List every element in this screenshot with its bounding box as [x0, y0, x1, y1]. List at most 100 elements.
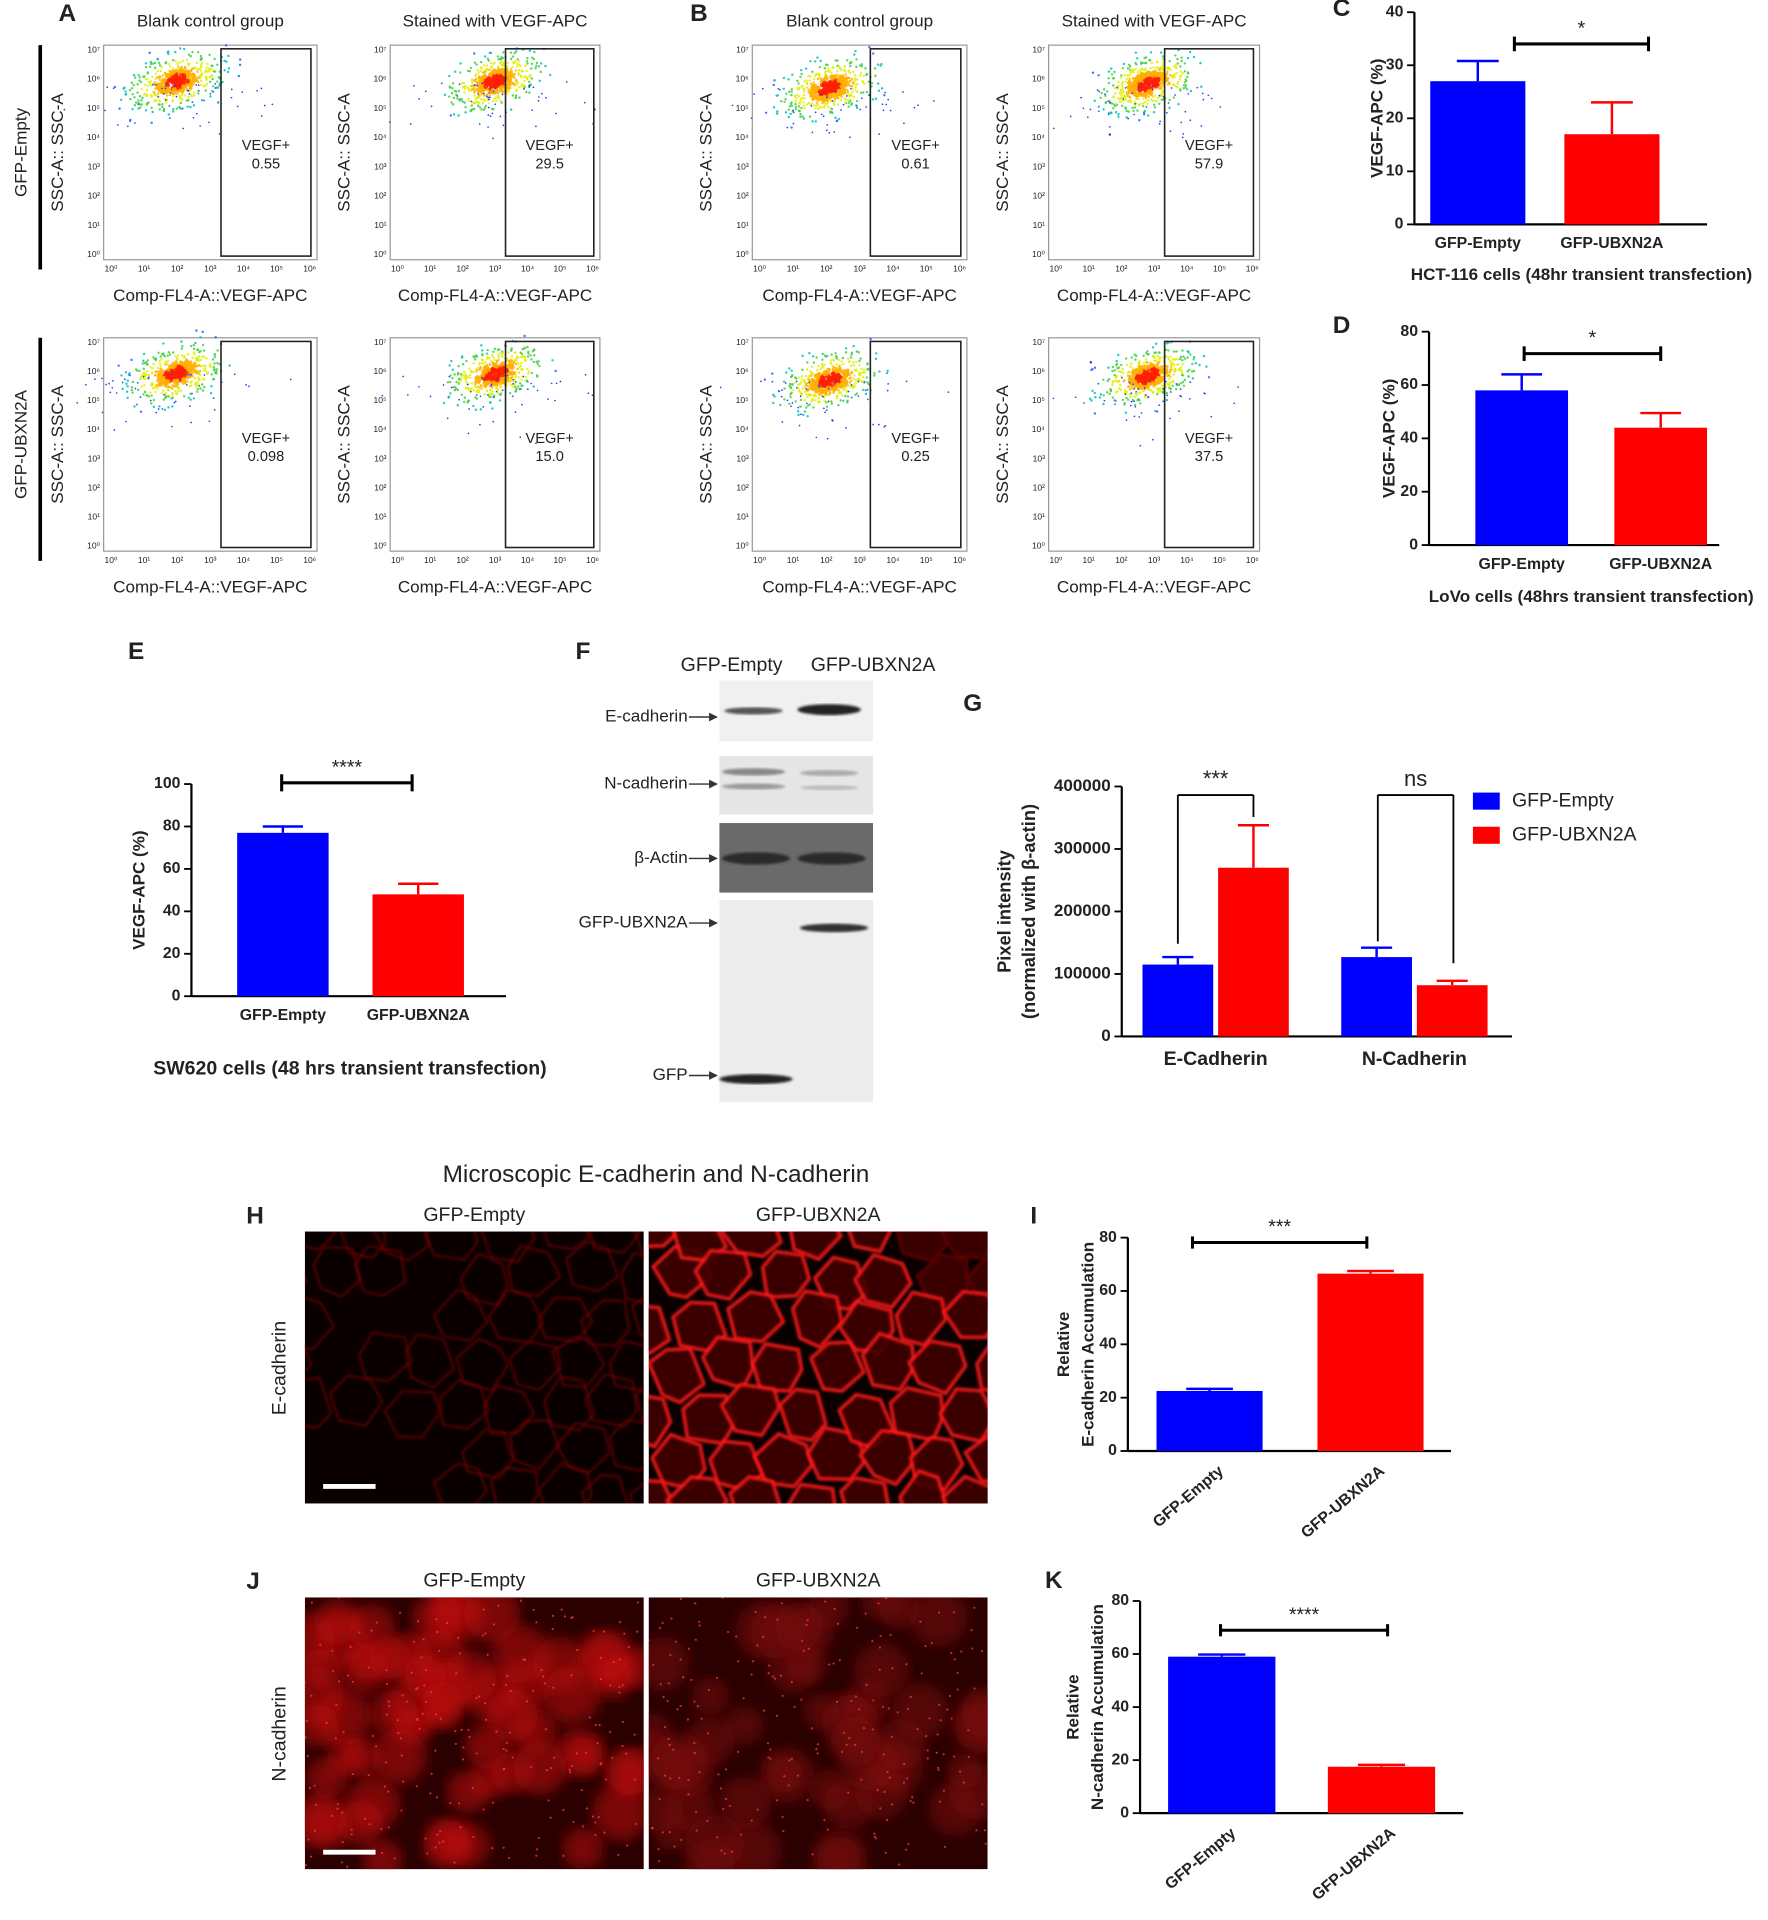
event-dot — [511, 375, 514, 379]
event-dot — [868, 45, 871, 49]
puncta — [728, 1804, 731, 1807]
x-tick-label: 10⁶ — [586, 264, 599, 274]
puncta — [384, 1761, 388, 1764]
event-dot — [1142, 104, 1145, 108]
x-tick-label: 10⁴ — [521, 264, 534, 274]
event-dot — [131, 93, 134, 96]
event-dot — [208, 420, 211, 423]
x-tick-label: 10² — [820, 555, 832, 565]
event-dot — [184, 66, 187, 70]
event-dot — [819, 375, 825, 381]
cell-body — [854, 1642, 909, 1698]
lane-label: GFP-UBXN2A — [756, 1570, 881, 1592]
event-dot — [167, 363, 173, 369]
puncta — [535, 1848, 539, 1851]
y-tick-label: 20 — [1400, 483, 1418, 500]
puncta — [492, 1623, 496, 1626]
event-dot — [199, 69, 202, 72]
event-dot — [1135, 390, 1138, 393]
event-dot — [828, 392, 832, 396]
x-tick-label: 10⁴ — [521, 555, 534, 565]
event-dot — [1093, 391, 1096, 395]
puncta — [594, 1833, 597, 1836]
event-dot — [440, 82, 443, 85]
puncta — [787, 1784, 790, 1787]
event-dot — [483, 94, 486, 97]
cell-body — [421, 1681, 465, 1724]
event-dot — [181, 107, 184, 110]
x-tick-label: 10⁴ — [1180, 555, 1193, 565]
event-dot — [795, 380, 798, 383]
event-dot — [831, 418, 834, 421]
event-dot — [807, 88, 810, 91]
event-dot — [1142, 378, 1148, 384]
event-dot — [776, 110, 779, 113]
blot-band — [721, 768, 786, 776]
gate — [504, 48, 595, 257]
event-dot — [424, 90, 427, 93]
event-dot — [861, 376, 865, 379]
stain-label: N-cadherin — [269, 1686, 291, 1781]
puncta — [657, 1860, 661, 1863]
panel-label: A — [59, 0, 77, 27]
event-dot — [165, 85, 168, 87]
event-dot — [1175, 85, 1179, 89]
event-dot — [865, 106, 867, 108]
event-dot — [876, 82, 880, 85]
event-dot — [836, 59, 839, 62]
event-dot — [801, 387, 804, 390]
event-dot — [526, 388, 529, 390]
event-dot — [880, 87, 884, 90]
event-dot — [205, 357, 208, 360]
y-tick-label: 10⁰ — [87, 541, 100, 551]
event-dot — [817, 364, 820, 367]
cell-membrane — [909, 1164, 965, 1217]
event-dot — [810, 365, 814, 368]
event-dot — [449, 392, 452, 395]
event-dot — [468, 376, 472, 379]
event-dot — [870, 82, 874, 85]
event-dot — [772, 106, 776, 109]
panel-label: G — [963, 690, 982, 717]
cell-membrane — [973, 1161, 1019, 1215]
event-dot — [216, 101, 220, 104]
y-tick-label: 10 — [1386, 163, 1404, 180]
event-dot — [805, 81, 809, 85]
event-dot — [1112, 76, 1116, 80]
gate-value: 57.9 — [1195, 157, 1223, 173]
event-dot — [1148, 59, 1152, 62]
event-dot — [1149, 67, 1152, 70]
event-dot — [221, 80, 224, 84]
y-axis-label: E-cadherin Accumulation — [1078, 1242, 1097, 1447]
cell-membrane — [620, 1252, 644, 1304]
event-dot — [167, 113, 170, 116]
puncta — [530, 1765, 533, 1768]
event-dot — [186, 89, 189, 92]
event-dot — [1153, 94, 1157, 98]
event-dot — [492, 137, 494, 140]
event-dot — [864, 67, 867, 70]
event-dot — [1124, 98, 1127, 102]
event-dot — [1190, 370, 1194, 373]
event-dot — [882, 109, 885, 112]
puncta — [304, 1864, 307, 1867]
event-dot — [454, 70, 457, 73]
event-dot — [530, 62, 534, 65]
puncta — [896, 1711, 899, 1714]
event-dot — [836, 64, 839, 68]
event-dot — [1168, 377, 1171, 380]
event-dot — [132, 73, 136, 77]
event-dot — [85, 383, 87, 386]
event-dot — [843, 79, 849, 85]
event-dot — [803, 384, 806, 388]
event-dot — [163, 71, 167, 75]
event-dot — [489, 91, 493, 95]
event-dot — [154, 370, 157, 373]
event-dot — [853, 384, 856, 387]
event-dot — [509, 51, 513, 54]
event-dot — [1143, 80, 1149, 86]
cell-body — [592, 1784, 644, 1841]
event-dot — [1102, 378, 1105, 382]
event-dot — [517, 371, 521, 374]
